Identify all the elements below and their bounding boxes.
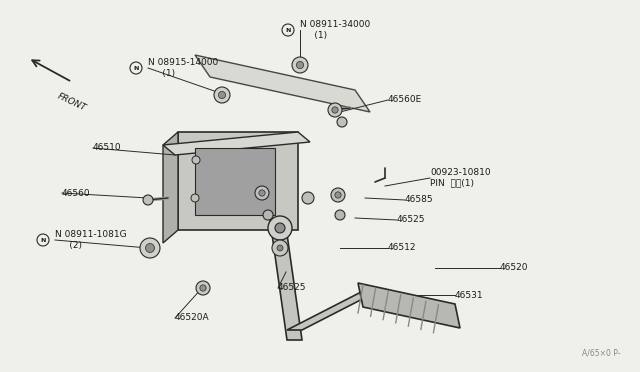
Text: 46510: 46510 xyxy=(93,144,122,153)
Polygon shape xyxy=(287,290,380,330)
Text: N: N xyxy=(133,65,139,71)
Text: 46512: 46512 xyxy=(388,244,417,253)
Text: 46585: 46585 xyxy=(405,196,434,205)
Polygon shape xyxy=(270,220,302,340)
Text: N: N xyxy=(285,28,291,32)
Circle shape xyxy=(196,281,210,295)
Text: A/65×0 P-: A/65×0 P- xyxy=(582,349,620,358)
Text: N: N xyxy=(40,237,45,243)
Circle shape xyxy=(259,190,265,196)
Text: 46531: 46531 xyxy=(455,291,484,299)
Circle shape xyxy=(337,117,347,127)
Polygon shape xyxy=(163,132,178,243)
Polygon shape xyxy=(163,132,310,155)
Circle shape xyxy=(292,57,308,73)
Circle shape xyxy=(218,92,226,99)
Text: FRONT: FRONT xyxy=(56,92,88,113)
Text: N 08911-34000
     (1): N 08911-34000 (1) xyxy=(300,20,371,40)
Circle shape xyxy=(143,195,153,205)
Circle shape xyxy=(275,223,285,233)
Circle shape xyxy=(302,192,314,204)
Polygon shape xyxy=(195,55,370,112)
Circle shape xyxy=(192,156,200,164)
Text: 00923-10810
PIN  ピン(1): 00923-10810 PIN ピン(1) xyxy=(430,168,491,188)
Circle shape xyxy=(130,62,142,74)
Text: 46520: 46520 xyxy=(500,263,529,273)
Circle shape xyxy=(200,285,206,291)
Text: N 08911-1081G
     (2): N 08911-1081G (2) xyxy=(55,230,127,250)
Circle shape xyxy=(37,234,49,246)
Polygon shape xyxy=(358,283,460,328)
Circle shape xyxy=(268,216,292,240)
Text: 46520A: 46520A xyxy=(175,314,210,323)
Circle shape xyxy=(328,103,342,117)
Circle shape xyxy=(277,245,283,251)
Circle shape xyxy=(214,87,230,103)
Text: 46560E: 46560E xyxy=(388,96,422,105)
Polygon shape xyxy=(178,132,298,230)
Circle shape xyxy=(263,210,273,220)
Text: 46525: 46525 xyxy=(397,215,426,224)
Polygon shape xyxy=(195,148,275,215)
Circle shape xyxy=(140,238,160,258)
Text: 46525: 46525 xyxy=(278,283,307,292)
Text: 46560: 46560 xyxy=(62,189,91,198)
Circle shape xyxy=(191,194,199,202)
Circle shape xyxy=(335,210,345,220)
Circle shape xyxy=(296,61,303,68)
Circle shape xyxy=(255,186,269,200)
Text: N 08915-14000
     (1): N 08915-14000 (1) xyxy=(148,58,218,78)
Circle shape xyxy=(282,24,294,36)
Circle shape xyxy=(335,192,341,198)
Circle shape xyxy=(145,244,154,253)
Circle shape xyxy=(272,240,288,256)
Circle shape xyxy=(331,188,345,202)
Circle shape xyxy=(332,107,338,113)
